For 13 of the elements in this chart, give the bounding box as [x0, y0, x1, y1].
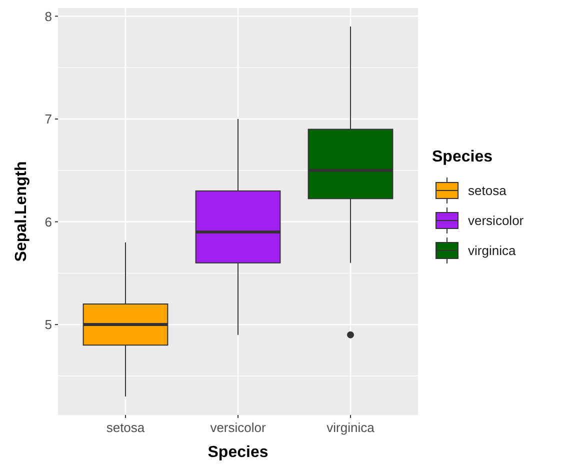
y-axis-title: Sepal.Length — [13, 161, 30, 262]
legend-label: setosa — [468, 183, 508, 198]
y-tick-label: 6 — [44, 214, 52, 230]
legend-label: virginica — [468, 243, 516, 258]
x-axis-title: Species — [208, 444, 268, 461]
x-tick-label: versicolor — [210, 420, 266, 435]
y-tick-label: 8 — [44, 8, 52, 24]
legend-label: versicolor — [468, 213, 524, 228]
x-tick-label: setosa — [106, 420, 146, 435]
legend-title: Species — [432, 148, 493, 166]
y-tick-label: 7 — [44, 112, 52, 127]
y-tick-label: 5 — [44, 317, 52, 332]
x-tick-label: virginica — [326, 420, 376, 435]
